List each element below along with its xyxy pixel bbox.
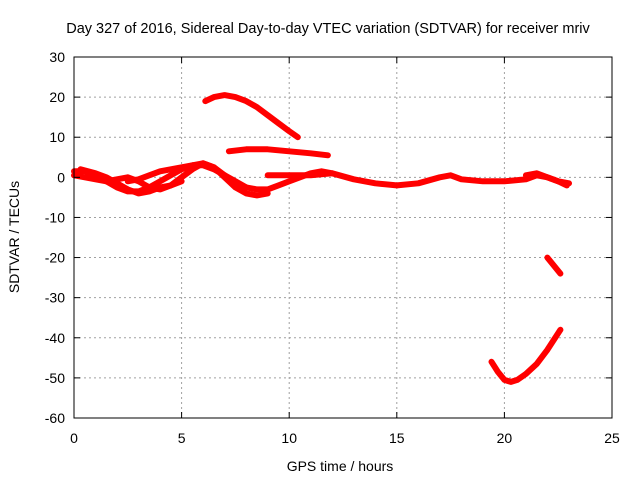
- series-arc-early-c: [77, 166, 185, 197]
- x-tick-label-1: 5: [178, 430, 186, 446]
- y-tick-label-4: -20: [45, 250, 65, 266]
- y-tick-label-5: -10: [45, 209, 65, 225]
- y-axis-label: SDTVAR / TECUs: [6, 181, 22, 293]
- series-arc-upper-7: [225, 146, 331, 159]
- y-tick-label-3: -30: [45, 290, 65, 306]
- plot-frame: [73, 56, 613, 419]
- y-tick-label-8: 20: [49, 89, 65, 105]
- series-arc-minus-22: [544, 254, 564, 277]
- y-tick-label-0: -60: [45, 410, 65, 426]
- axis-ticks: 0 5 10 15 20 25 -60 -50 -40 -30 -20 -10 0 10 20 30: [45, 49, 620, 446]
- y-tick-label-7: 10: [49, 129, 65, 145]
- y-tick-label-1: -50: [45, 370, 65, 386]
- x-axis-label: GPS time / hours: [287, 458, 394, 474]
- x-tick-label-5: 25: [604, 430, 620, 446]
- chart-title: Day 327 of 2016, Sidereal Day-to-day VTE…: [66, 21, 590, 37]
- series-arc-minus-50: [488, 326, 564, 385]
- y-tick-label-9: 30: [49, 49, 65, 65]
- x-tick-label-4: 20: [497, 430, 513, 446]
- grid-lines: [74, 57, 612, 418]
- x-tick-label-0: 0: [70, 430, 78, 446]
- x-tick-label-2: 10: [281, 430, 297, 446]
- data-series: [71, 92, 572, 385]
- series-arc-late-small: [522, 170, 570, 189]
- series-arc-early-d: [124, 162, 250, 191]
- x-tick-label-3: 15: [389, 430, 405, 446]
- y-tick-label-2: -40: [45, 330, 65, 346]
- series-arc-upper-20: [202, 92, 301, 141]
- y-tick-label-6: 0: [57, 169, 65, 185]
